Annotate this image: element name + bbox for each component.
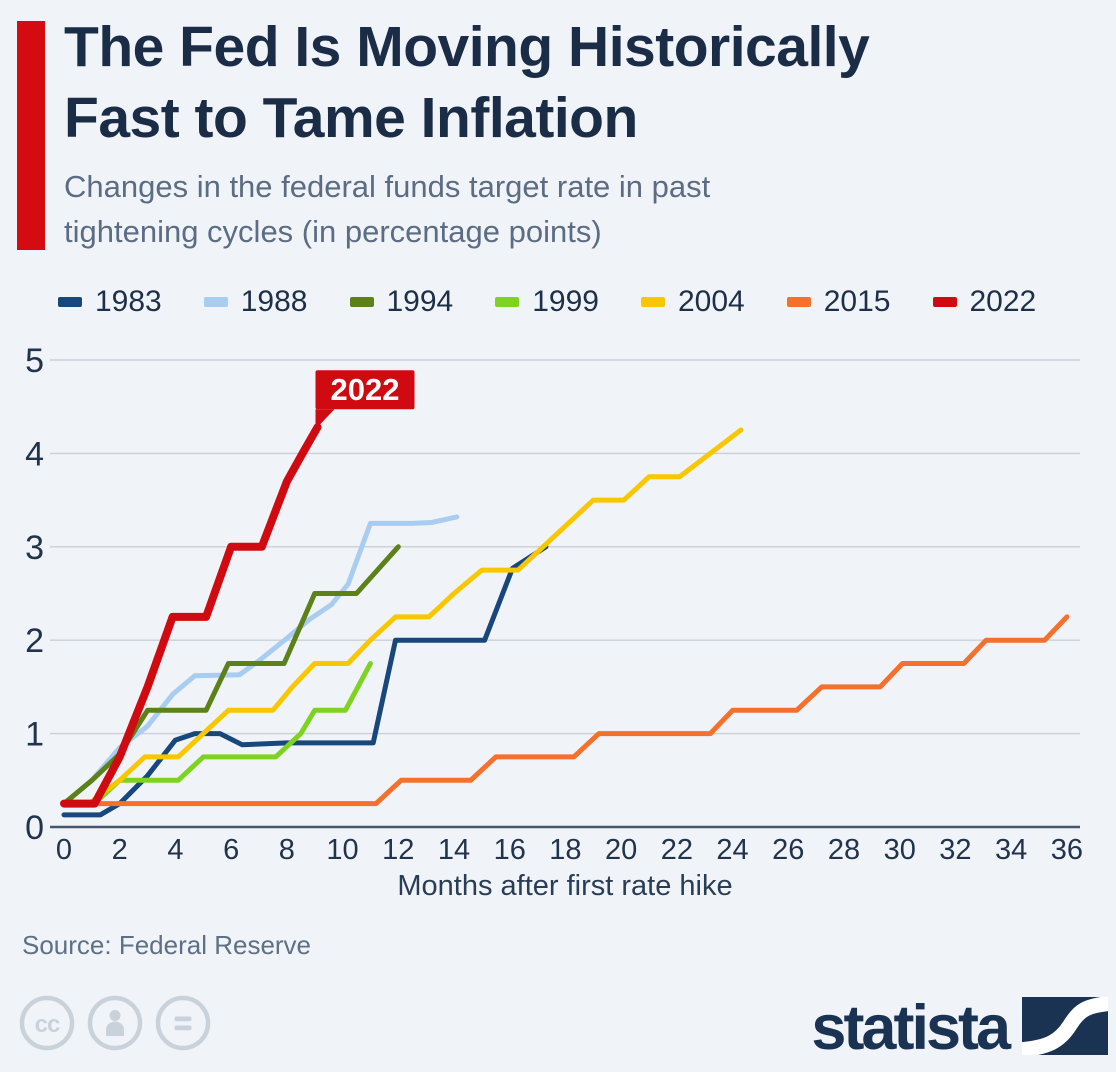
x-tick-label: 18 bbox=[549, 834, 581, 866]
no-derivatives-icon bbox=[155, 995, 211, 1051]
attribution-icon bbox=[87, 995, 143, 1051]
legend-swatch bbox=[495, 297, 520, 307]
x-tick-label: 8 bbox=[279, 834, 295, 866]
statista-wordmark: statista bbox=[811, 993, 1011, 1064]
legend-item-1994: 1994 bbox=[349, 285, 454, 319]
legend-label: 1994 bbox=[386, 285, 454, 318]
series-line-2004 bbox=[61, 427, 744, 807]
x-tick-label: 12 bbox=[382, 834, 414, 866]
y-tick-label: 0 bbox=[25, 809, 44, 847]
y-tick-label: 4 bbox=[25, 435, 44, 473]
x-tick-label: 34 bbox=[995, 834, 1027, 866]
legend: 1983 1988 1994 1999 2004 2015 2022 bbox=[58, 285, 1036, 319]
statista-logo: statista bbox=[811, 993, 1108, 1064]
x-tick-label: 14 bbox=[438, 834, 470, 866]
source-text: Source: Federal Reserve bbox=[22, 930, 312, 960]
x-tick-label: 36 bbox=[1051, 834, 1083, 866]
series-line-2022 bbox=[60, 423, 322, 808]
legend-item-1999: 1999 bbox=[495, 285, 599, 319]
svg-text:cc: cc bbox=[35, 1011, 60, 1038]
x-tick-label: 0 bbox=[56, 834, 72, 866]
legend-swatch bbox=[58, 297, 82, 307]
legend-label: 2015 bbox=[823, 285, 891, 318]
legend-item-2015: 2015 bbox=[786, 285, 891, 319]
x-tick-label: 6 bbox=[223, 834, 239, 866]
y-tick-label: 1 bbox=[25, 716, 44, 754]
x-tick-label: 16 bbox=[494, 834, 526, 866]
y-tick-label: 3 bbox=[25, 529, 44, 567]
series-line-1988 bbox=[61, 514, 460, 807]
legend-swatch bbox=[932, 297, 957, 307]
title-line-1: The Fed Is Moving Historically bbox=[64, 15, 870, 79]
chart-subtitle: Changes in the federal funds target rate… bbox=[64, 164, 710, 254]
legend-item-2004: 2004 bbox=[641, 285, 745, 319]
title-line-2: Fast to Tame Inflation bbox=[64, 86, 638, 150]
subtitle-line-1: Changes in the federal funds target rate… bbox=[64, 169, 711, 204]
x-tick-label: 20 bbox=[605, 834, 637, 866]
x-tick-label: 10 bbox=[326, 834, 358, 866]
license-icons: cc bbox=[19, 995, 211, 1051]
legend-swatch bbox=[203, 297, 228, 307]
x-tick-label: 28 bbox=[828, 834, 860, 866]
x-axis-title: Months after first rate hike bbox=[397, 870, 732, 902]
page-title: The Fed Is Moving Historically Fast to Ta… bbox=[64, 12, 870, 154]
subtitle-line-2: tightening cycles (in percentage points) bbox=[64, 214, 602, 249]
series-line-1994 bbox=[61, 544, 401, 807]
series-line-1983 bbox=[61, 544, 549, 818]
legend-item-1988: 1988 bbox=[203, 285, 308, 319]
x-tick-label: 4 bbox=[167, 834, 183, 866]
legend-label: 2022 bbox=[969, 285, 1037, 318]
x-tick-label: 30 bbox=[884, 834, 916, 866]
annotation-pointer bbox=[315, 409, 335, 430]
statista-symbol-icon bbox=[1022, 997, 1108, 1055]
x-tick-label: 22 bbox=[661, 834, 693, 866]
annotation-label: 2022 bbox=[331, 372, 400, 407]
legend-swatch bbox=[349, 297, 374, 307]
x-tick-label: 26 bbox=[772, 834, 804, 866]
y-tick-label: 2 bbox=[25, 622, 44, 660]
x-tick-label: 32 bbox=[939, 834, 971, 866]
legend-item-2022: 2022 bbox=[932, 285, 1037, 319]
legend-label: 1988 bbox=[240, 285, 308, 318]
legend-item-1983: 1983 bbox=[58, 285, 162, 319]
cc-icon: cc bbox=[19, 995, 75, 1051]
x-tick-label: 24 bbox=[716, 834, 748, 866]
legend-swatch bbox=[641, 297, 665, 307]
legend-label: 1999 bbox=[532, 285, 599, 318]
y-tick-label: 5 bbox=[25, 342, 44, 380]
series-line-2015 bbox=[61, 614, 1070, 807]
legend-swatch bbox=[786, 297, 811, 307]
x-tick-label: 2 bbox=[112, 834, 128, 866]
legend-label: 2004 bbox=[678, 285, 745, 318]
legend-label: 1983 bbox=[95, 285, 162, 318]
annotation-box bbox=[315, 370, 415, 410]
title-accent-bar bbox=[17, 21, 45, 250]
